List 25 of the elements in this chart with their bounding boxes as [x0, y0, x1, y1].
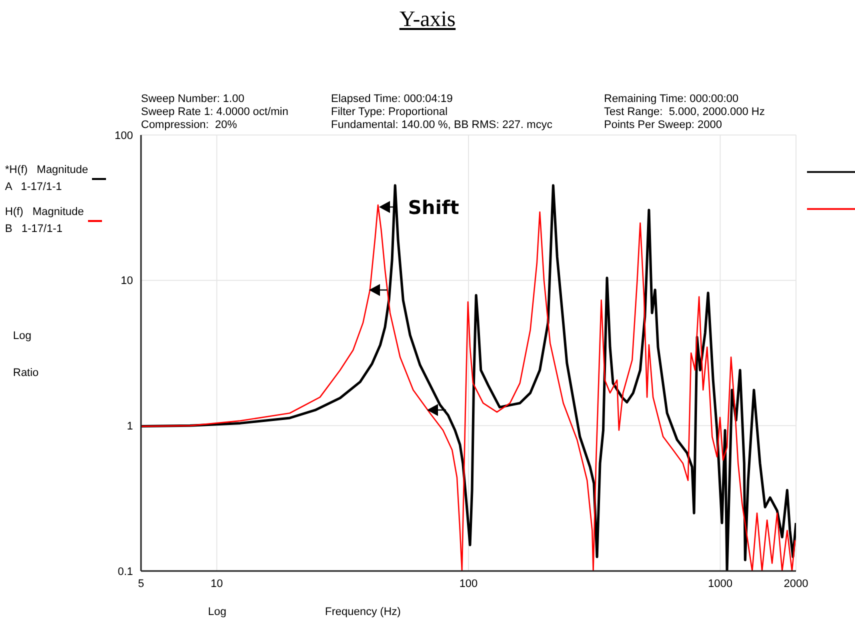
- y-tick-label: 0.1: [118, 566, 133, 578]
- text: Test Range: 5.000, 2000.000 Hz: [604, 106, 765, 119]
- y-tick-label: 1: [126, 420, 133, 433]
- x-tick-label: 2000: [784, 578, 808, 590]
- legend-label: H(f) Magnitude B 1-17/1-1: [5, 205, 84, 237]
- chart-title: Y-axis: [398, 6, 457, 32]
- text: Remaining Time: 000:00:00: [604, 93, 739, 106]
- x-axis-title: Frequency (Hz): [325, 606, 401, 619]
- x-tick-label: 5: [138, 578, 144, 590]
- x-tick-label: 100: [459, 578, 478, 590]
- text: Elapsed Time: 000:04:19: [331, 93, 453, 106]
- text: Filter Type: Proportional: [331, 106, 448, 119]
- legend-label: *H(f) Magnitude A 1-17/1-1: [5, 163, 88, 195]
- y-tick-label: 10: [120, 275, 133, 288]
- x-tick-label: 10: [210, 578, 223, 590]
- annotation: Shift: [408, 196, 460, 220]
- text: Sweep Rate 1: 4.0000 oct/min: [141, 106, 288, 119]
- text: Points Per Sweep: 2000: [604, 119, 722, 132]
- x-tick-label: 1000: [708, 578, 732, 590]
- text: Compression: 20%: [141, 119, 237, 132]
- text: Fundamental: 140.00 %, BB RMS: 227. mcyc: [331, 119, 552, 132]
- text: Sweep Number: 1.00: [141, 93, 244, 106]
- text: Log Ratio: [13, 330, 39, 379]
- text: Log: [208, 606, 226, 619]
- y-tick-label: 100: [114, 130, 133, 142]
